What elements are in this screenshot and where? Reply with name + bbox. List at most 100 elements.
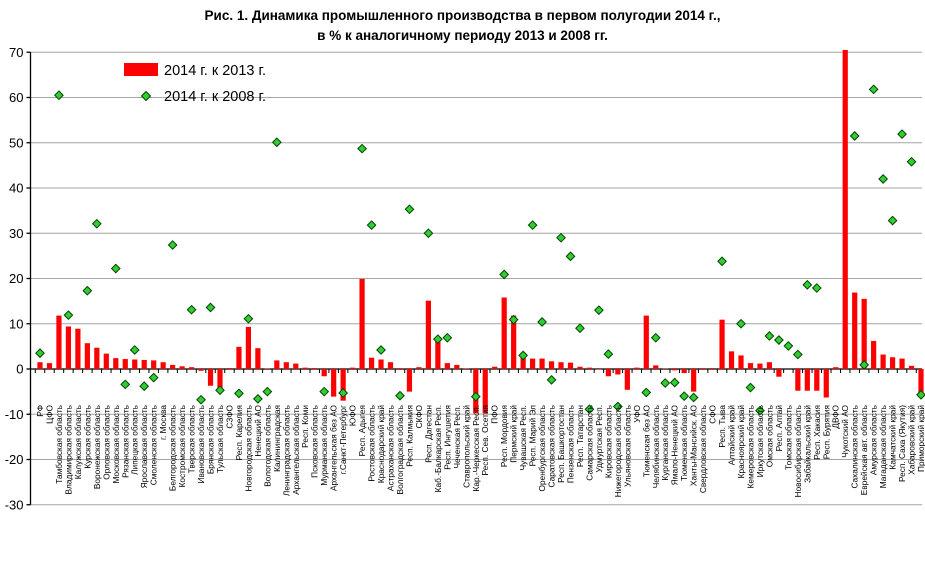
y-tick-label-0: 0 (16, 362, 23, 377)
x-label-ЮФО: ЮФО (348, 404, 358, 426)
x-label-Респ. Саха (Якутия): Респ. Саха (Якутия) (897, 405, 907, 482)
bar-Иркутская область (757, 363, 763, 369)
diamond-Респ. Адыгея (357, 143, 367, 154)
bar-Курская область (84, 343, 90, 369)
x-label-Ростовская область: Ростовская область (367, 405, 377, 482)
bars-series-2013 (37, 49, 924, 414)
y-tick-label-50: 50 (9, 135, 23, 150)
x-label-Архангельская без АО: Архангельская без АО (329, 404, 339, 491)
diamond-Респ. Саха (Якутия) (897, 129, 907, 140)
x-label-Респ. Адыгея: Респ. Адыгея (357, 405, 367, 456)
x-label-Курская область: Курская область (82, 405, 92, 469)
x-label-Краснодарский край: Краснодарский край (376, 405, 386, 484)
x-label-Респ. Калмыкия: Респ. Калмыкия (404, 405, 414, 467)
diamond-Кар.-Черкесская Респ. (470, 391, 481, 402)
bar-Псковская область (312, 368, 318, 369)
y-tick-label-70: 70 (9, 45, 23, 60)
x-label-Тверская область: Тверская область (187, 405, 197, 473)
diamond-Саратовская область (546, 374, 557, 385)
bar-Тамбовская область (56, 315, 62, 369)
x-label-СФО: СФО (708, 404, 718, 423)
y-tick-label--30: -30 (5, 497, 24, 512)
x-label-Смоленская область: Смоленская область (149, 405, 159, 485)
diamond-Ямало-Ненецкий АО (669, 377, 680, 388)
x-label-Ставропольский край: Ставропольский край (461, 405, 471, 488)
x-label-Хабаровский край: Хабаровский край (907, 405, 917, 475)
x-label-Чувашская Респ.: Чувашская Респ. (518, 405, 528, 470)
bar-Воронежская область (94, 347, 100, 369)
x-label-Владимирская область: Владимирская область (63, 405, 73, 495)
x-label-Ленинградская область: Ленинградская область (281, 405, 291, 496)
bar-Каб.-Балкарская Респ. (435, 340, 441, 369)
bar-Архангельская область (293, 363, 299, 369)
diamond-Амурская область (868, 84, 879, 95)
bar-Респ. Дагестан (425, 300, 431, 369)
bar-Респ. Бурятия (823, 369, 829, 398)
bar-Самарская область (586, 367, 593, 369)
diamond-Респ. Башкортостан (556, 232, 566, 243)
x-label-Саратовская область: Саратовская область (547, 405, 557, 487)
x-label-Калужская область: Калужская область (73, 405, 83, 479)
x-label-Архангельская область: Архангельская область (291, 405, 301, 495)
bar-СФО (709, 368, 716, 369)
x-category-labels: РФ ЦФО Тамбовская область Владимирская обла… (35, 404, 925, 497)
bar-Ростовская область (368, 357, 375, 369)
bar-Респ. Карелия (236, 346, 242, 369)
x-label-Кемеровская область: Кемеровская область (745, 405, 755, 488)
diamond-Тульская область (215, 385, 225, 396)
diamond-РФ (35, 348, 45, 359)
x-label-Новгородская область: Новгородская область (243, 405, 253, 491)
diamond-Калининградская (271, 137, 282, 148)
x-label-Респ. Алтай: Респ. Алтай (774, 405, 784, 452)
diamond-Волгоградская область (395, 390, 405, 401)
x-label-Красноярский край: Красноярский край (736, 405, 746, 479)
bar-Хабаровский край (908, 365, 915, 369)
x-label-Псковская область: Псковская область (310, 405, 320, 478)
diamond-Респ. Мордовия (499, 269, 510, 280)
bar-СКФО (416, 367, 422, 369)
x-label-Респ. Бурятия: Респ. Бурятия (821, 405, 831, 459)
bar-Тюменская область (681, 369, 687, 374)
x-label-Белгородская область: Белгородская область (168, 405, 178, 491)
diamond-г.Санкт-Петербург (338, 388, 349, 398)
x-label-Новосибирская область: Новосибирская область (793, 405, 803, 497)
x-label-Респ. Сев. Осетия: Респ. Сев. Осетия (480, 405, 490, 476)
diamond-Хабаровский край (906, 156, 917, 167)
diamond-Курская область (82, 285, 93, 296)
diamond-Омская область (764, 331, 775, 341)
bar-Омская область (766, 362, 773, 369)
x-label-Пензенская область: Пензенская область (565, 405, 575, 483)
bar-Свердловская область (700, 369, 706, 370)
x-label-ЦФО: ЦФО (44, 404, 54, 423)
bar-Саратовская область (548, 361, 555, 369)
diamond-Вологодская область (262, 386, 273, 397)
x-label-Волгоградская область: Волгоградская область (395, 405, 405, 494)
bar-Ханты-Мансийск. АО (691, 369, 697, 392)
diamond-Нижегородская область (612, 401, 623, 412)
diamond-Тюменская без АО (641, 387, 652, 398)
diamond-Липецкая область (129, 345, 140, 355)
x-label-Тульская область: Тульская область (215, 405, 225, 473)
y-tick-label--20: -20 (5, 452, 24, 467)
bar-Ульяновская область (624, 369, 630, 390)
bar-Калининградская (274, 360, 280, 369)
bar-Челябинская область (653, 365, 659, 369)
x-label-СКФО: СКФО (414, 404, 424, 428)
y-tick-label-30: 30 (9, 226, 23, 241)
x-label-Рязанская область: Рязанская область (120, 405, 130, 478)
x-label-Тюменская без АО: Тюменская без АО (641, 404, 651, 477)
bar-Брянская область (207, 369, 214, 386)
diamond-Воронежская область (91, 218, 102, 229)
bar-Камчатский край (889, 357, 896, 369)
bar-Нижегородская область (615, 369, 621, 375)
diamond-Пензенская область (565, 251, 576, 262)
bar-Калужская область (75, 328, 81, 369)
bar-ЮФО (350, 367, 356, 369)
x-label-Пермский край: Пермский край (509, 405, 519, 463)
x-label-Астраханская область: Астраханская область (386, 405, 396, 491)
diamond-Респ. Марий Эл (527, 220, 538, 231)
bar-Пермский край (511, 315, 517, 369)
bar-Костромская область (179, 366, 185, 369)
diamond-Удмуртская Респ. (594, 305, 604, 316)
